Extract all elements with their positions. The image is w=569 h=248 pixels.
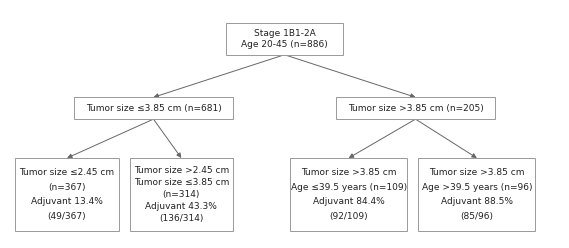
FancyBboxPatch shape <box>290 158 407 231</box>
Text: Adjuvant 84.4%: Adjuvant 84.4% <box>313 197 385 206</box>
Text: Tumor size >3.85 cm: Tumor size >3.85 cm <box>429 168 525 177</box>
Text: Age >39.5 years (n=96): Age >39.5 years (n=96) <box>422 183 532 192</box>
Text: Adjuvant 43.3%: Adjuvant 43.3% <box>146 202 217 211</box>
FancyBboxPatch shape <box>336 97 495 119</box>
FancyBboxPatch shape <box>130 158 233 231</box>
Text: (n=314): (n=314) <box>163 190 200 199</box>
Text: Tumor size >3.85 cm (n=205): Tumor size >3.85 cm (n=205) <box>348 104 484 113</box>
Text: Adjuvant 13.4%: Adjuvant 13.4% <box>31 197 103 206</box>
Text: Stage 1B1-2A: Stage 1B1-2A <box>254 29 315 38</box>
Text: Tumor size >2.45 cm: Tumor size >2.45 cm <box>134 166 229 175</box>
Text: Age ≤39.5 years (n=109): Age ≤39.5 years (n=109) <box>291 183 407 192</box>
Text: (49/367): (49/367) <box>48 212 86 221</box>
Text: Adjuvant 88.5%: Adjuvant 88.5% <box>441 197 513 206</box>
FancyBboxPatch shape <box>226 23 343 55</box>
FancyBboxPatch shape <box>418 158 535 231</box>
Text: (n=367): (n=367) <box>48 183 86 192</box>
Text: Tumor size ≤3.85 cm (n=681): Tumor size ≤3.85 cm (n=681) <box>85 104 221 113</box>
Text: Tumor size >3.85 cm: Tumor size >3.85 cm <box>301 168 397 177</box>
Text: Tumor size ≤2.45 cm: Tumor size ≤2.45 cm <box>19 168 114 177</box>
FancyBboxPatch shape <box>74 97 233 119</box>
Text: (85/96): (85/96) <box>460 212 493 221</box>
Text: (92/109): (92/109) <box>329 212 368 221</box>
FancyBboxPatch shape <box>15 158 118 231</box>
Text: (136/314): (136/314) <box>159 214 204 223</box>
Text: Tumor size ≤3.85 cm: Tumor size ≤3.85 cm <box>134 178 229 187</box>
Text: Age 20-45 (n=886): Age 20-45 (n=886) <box>241 40 328 49</box>
